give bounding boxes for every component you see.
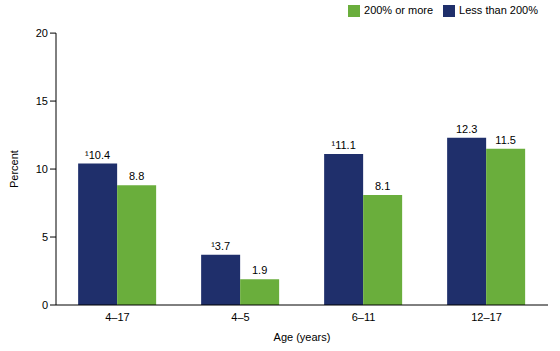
svg-text:15: 15: [36, 95, 48, 107]
svg-text:10: 10: [36, 163, 48, 175]
svg-text:8.8: 8.8: [129, 170, 144, 182]
svg-text:4–5: 4–5: [231, 311, 249, 323]
svg-text:5: 5: [42, 231, 48, 243]
svg-text:11.5: 11.5: [495, 134, 516, 146]
html-text:Less than 200%: Less than 200%: [459, 4, 538, 16]
svg-text:Percent: Percent: [8, 150, 20, 188]
svg-text:Age (years): Age (years): [274, 331, 331, 343]
svg-text:¹10.4: ¹10.4: [85, 149, 110, 161]
svg-text:8.1: 8.1: [375, 180, 390, 192]
svg-text:6–11: 6–11: [352, 311, 376, 323]
svg-text:0: 0: [42, 299, 48, 311]
svg-text:12–17: 12–17: [471, 311, 502, 323]
html-text:200% or more: 200% or more: [364, 4, 434, 16]
svg-text:20: 20: [36, 27, 48, 39]
svg-text:4–17: 4–17: [105, 311, 129, 323]
svg-text:12.3: 12.3: [456, 123, 477, 135]
svg-text:¹11.1: ¹11.1: [332, 139, 356, 151]
svg-text:¹3.7: ¹3.7: [211, 240, 230, 252]
svg-text:1.9: 1.9: [252, 264, 267, 276]
